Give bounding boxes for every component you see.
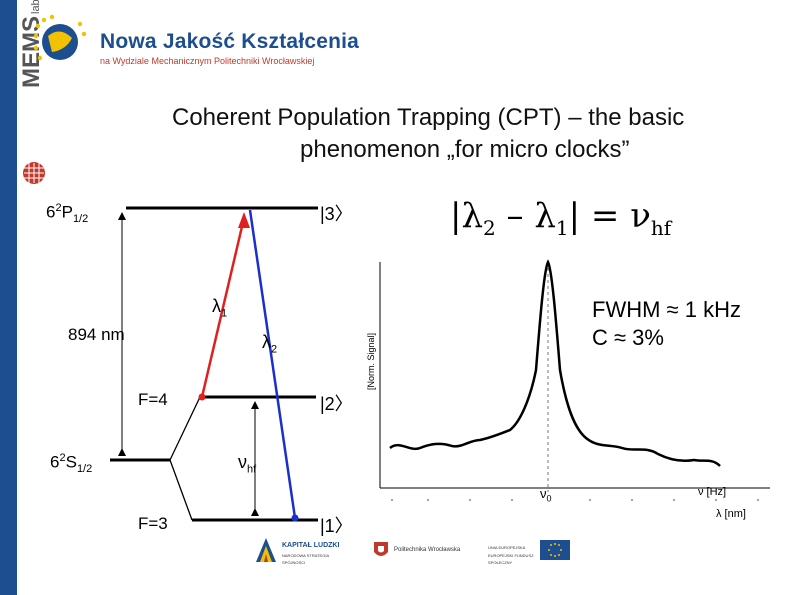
- kapital-sublabel: NARODOWA STRATEGIA SPÓJNOŚCI: [282, 553, 329, 565]
- label-f3: F=3: [138, 514, 168, 533]
- label-894nm: 894 nm: [68, 325, 125, 344]
- label-s12: 62S1/2: [50, 452, 93, 476]
- ket-3: |3〉: [320, 204, 353, 224]
- sidebar-bar: [0, 0, 17, 595]
- label-lambda1: λ1: [212, 296, 228, 320]
- kapital-label: KAPITAŁ LUDZKI: [282, 542, 340, 549]
- fwhm-text: FWHM ≈ 1 kHz C ≈ 3%: [592, 296, 741, 352]
- politechnika-crest-icon: [374, 542, 388, 556]
- org-subtitle: na Wydziale Mechanicznym Politechniki Wr…: [100, 56, 315, 66]
- politechnika-logo: Politechnika Wrocławska: [372, 540, 472, 564]
- resonance-formula: |λ2 – λ1| = νhf: [450, 196, 672, 240]
- plot-nu0-label: ν0: [540, 486, 552, 504]
- plot-unit-nm: λ [nm]: [716, 508, 746, 520]
- slide-title-line1: Coherent Population Trapping (CPT) – the…: [172, 104, 685, 131]
- beam-lambda2: [248, 209, 297, 519]
- plot-unit-hz: ν [Hz]: [698, 486, 727, 498]
- ket-2: |2〉: [320, 394, 353, 414]
- org-logo: [30, 14, 90, 66]
- label-lambda2: λ2: [262, 332, 278, 356]
- beam-lambda1: [200, 217, 246, 398]
- hyperfine-split-lines: [169, 396, 201, 521]
- label-p12: 62P1/2: [46, 202, 89, 226]
- label-f4: F=4: [138, 390, 168, 409]
- org-title: Nowa Jakość Kształcenia: [100, 30, 360, 53]
- ue-logo: UNIA EUROPEJSKA EUROPEJSKI FUNDUSZ SPOŁE…: [488, 540, 574, 565]
- plot-y-label: [Norm. Signal]: [366, 332, 376, 390]
- cpt-resonance-curve: [389, 259, 721, 467]
- ue-sublabel: EUROPEJSKI FUNDUSZ SPOŁECZNY: [488, 553, 534, 565]
- fwhm-line2: C ≈ 3%: [592, 325, 664, 350]
- kapital-ludzki-icon: [256, 538, 276, 562]
- ue-label: UNIA EUROPEJSKA: [488, 545, 526, 550]
- eu-stars-globe-icon: [33, 14, 87, 61]
- slide-title-line2: phenomenon „for micro clocks”: [300, 136, 630, 163]
- label-nuhf: νhf: [238, 452, 257, 476]
- politechnika-label: Politechnika Wrocławska: [394, 547, 461, 553]
- mems-logo: [20, 70, 50, 190]
- fwhm-line1: FWHM ≈ 1 kHz: [592, 297, 741, 322]
- eu-flag-icon: [540, 540, 570, 560]
- kapital-ludzki-logo: KAPITAŁ LUDZKI NARODOWA STRATEGIA SPÓJNO…: [254, 536, 350, 566]
- ket-1: |1〉: [320, 516, 353, 536]
- mems-grid-icon: [23, 162, 45, 184]
